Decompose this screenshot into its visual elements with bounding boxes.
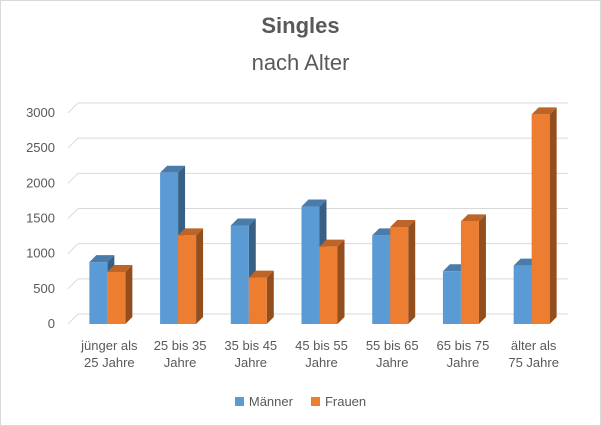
bar-top <box>301 199 327 207</box>
bar <box>248 277 267 324</box>
bar-top <box>460 214 486 222</box>
bar-top <box>248 270 274 278</box>
bar-top <box>107 264 133 272</box>
bar-top <box>319 239 345 247</box>
y-tick-label: 3000 <box>26 105 55 120</box>
gridline-diag <box>67 278 79 290</box>
bar <box>442 271 461 324</box>
y-tick-label: 1000 <box>26 246 55 261</box>
gridline-diag <box>67 313 79 325</box>
bar <box>107 271 126 324</box>
y-tick-label: 0 <box>48 316 55 331</box>
y-tick-label: 1500 <box>26 211 55 226</box>
gridline-diag <box>67 243 79 255</box>
bar <box>230 225 249 324</box>
legend-item-maenner: Männer <box>234 394 293 409</box>
bar <box>178 235 197 324</box>
x-tick-label: Jahre <box>164 355 197 370</box>
x-tick-label: älter als <box>511 338 557 353</box>
bar <box>319 246 338 324</box>
bar <box>301 206 320 324</box>
bar-top <box>230 218 256 226</box>
x-tick-label: jünger als <box>80 338 138 353</box>
bar-side <box>478 214 486 324</box>
bar <box>531 114 550 324</box>
x-tick-label: 35 bis 45 <box>224 338 277 353</box>
legend-swatch-frauen <box>310 397 320 406</box>
chart-subtitle: nach Alter <box>251 50 350 75</box>
bar-top <box>160 165 186 173</box>
x-tick-label: Jahre <box>305 355 338 370</box>
chart-title: Singles <box>261 13 340 38</box>
bar-top <box>178 228 204 236</box>
x-tick-label: 25 Jahre <box>84 355 135 370</box>
bar-side <box>125 264 133 324</box>
x-tick-label: 55 bis 65 <box>366 338 419 353</box>
y-tick-label: 2500 <box>26 140 55 155</box>
bar <box>460 221 479 324</box>
bar-side <box>196 228 204 324</box>
bar <box>372 235 391 324</box>
gridline-diag <box>67 137 79 149</box>
legend-label-maenner: Männer <box>248 394 293 409</box>
bar-side <box>549 107 557 324</box>
x-tick-label: 75 Jahre <box>508 355 559 370</box>
bar <box>390 226 409 324</box>
chart-legend: Männer Frauen <box>0 394 601 409</box>
bar-top <box>390 219 416 227</box>
legend-swatch-maenner <box>234 397 244 406</box>
y-tick-label: 500 <box>33 281 55 296</box>
bar-side <box>337 239 345 324</box>
y-tick-label: 2000 <box>26 175 55 190</box>
x-tick-label: Jahre <box>447 355 480 370</box>
bar-side <box>408 219 416 324</box>
legend-item-frauen: Frauen <box>310 394 367 409</box>
bar-top <box>531 107 557 115</box>
bar <box>160 172 179 324</box>
gridline-diag <box>67 102 79 114</box>
gridline-diag <box>67 172 79 184</box>
bar <box>513 265 532 324</box>
bar-side <box>266 270 274 324</box>
x-tick-label: Jahre <box>235 355 268 370</box>
bar <box>89 262 108 324</box>
bar-top <box>89 255 115 263</box>
x-tick-label: 25 bis 35 <box>154 338 207 353</box>
gridline-diag <box>67 208 79 219</box>
x-tick-label: Jahre <box>376 355 409 370</box>
x-tick-label: 45 bis 55 <box>295 338 348 353</box>
x-tick-label: 65 bis 75 <box>437 338 490 353</box>
legend-label-frauen: Frauen <box>324 394 367 409</box>
